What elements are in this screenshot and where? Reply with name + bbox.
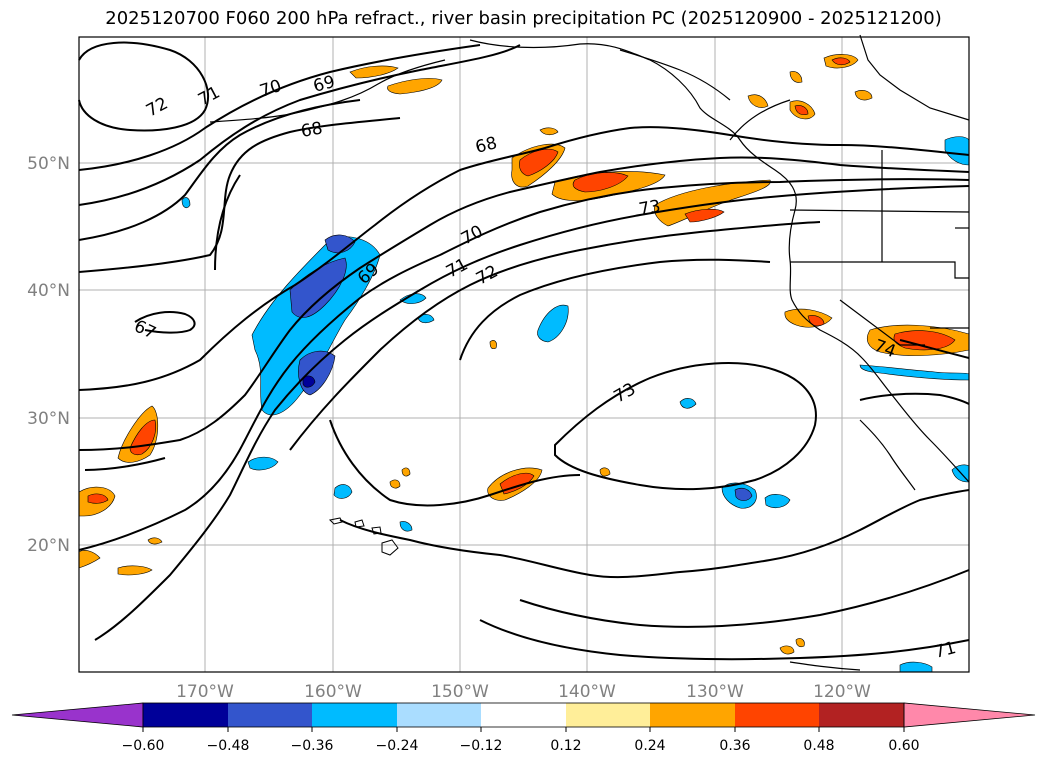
colorbar-tick-label: 0.36 bbox=[719, 738, 750, 754]
colorbar-segment bbox=[819, 703, 904, 727]
colorbar-tick-label: −0.60 bbox=[122, 738, 165, 754]
lon-label-140w: 140°W bbox=[558, 682, 616, 702]
colorbar-tick-label: −0.48 bbox=[207, 738, 250, 754]
colorbar-segment bbox=[397, 703, 481, 727]
coastlines bbox=[209, 34, 970, 671]
refractivity-contours bbox=[78, 41, 970, 661]
colorbar-tick-label: 0.48 bbox=[803, 738, 834, 754]
map-title: 2025120700 F060 200 hPa refract., river … bbox=[105, 8, 942, 29]
map-panel: 72 71 70 69 68 68 70 71 72 69 73 67 73 7… bbox=[78, 34, 970, 673]
colorbar-segment bbox=[228, 703, 312, 727]
colorbar-arrow-left bbox=[11, 702, 144, 728]
colorbar-tick-label: 0.60 bbox=[888, 738, 919, 754]
lat-label-50n: 50°N bbox=[27, 154, 70, 174]
lon-label-160w: 160°W bbox=[304, 682, 362, 702]
colorbar-arrow-right bbox=[903, 702, 1036, 728]
map-frame bbox=[78, 36, 970, 673]
colorbar-frame bbox=[142, 702, 905, 728]
colorbar-tick-label: 0.12 bbox=[550, 738, 581, 754]
colorbar-ticks bbox=[142, 727, 905, 732]
longitude-labels: 170°W 160°W 150°W 140°W 130°W 120°W bbox=[176, 682, 871, 702]
precip-negative-areas bbox=[181, 136, 970, 673]
colorbar-segment bbox=[650, 703, 735, 727]
colorbar-segment bbox=[566, 703, 650, 727]
lon-label-170w: 170°W bbox=[176, 682, 234, 702]
colorbar-segment bbox=[481, 703, 566, 727]
contour-label: 73 bbox=[637, 196, 662, 219]
colorbar-tick-label: −0.36 bbox=[291, 738, 334, 754]
latitude-labels: 50°N 40°N 30°N 20°N bbox=[27, 154, 70, 556]
lat-label-30n: 30°N bbox=[27, 409, 70, 429]
colorbar-tick-label: −0.12 bbox=[460, 738, 503, 754]
contour-label: 68 bbox=[299, 118, 324, 141]
colorbar-segment bbox=[143, 703, 228, 727]
colorbar-segment bbox=[735, 703, 819, 727]
lon-label-150w: 150°W bbox=[431, 682, 489, 702]
colorbar-segment bbox=[312, 703, 397, 727]
colorbar-tick-label: 0.24 bbox=[634, 738, 665, 754]
lat-label-20n: 20°N bbox=[27, 536, 70, 556]
colorbar-tick-label: −0.24 bbox=[376, 738, 419, 754]
lon-label-120w: 120°W bbox=[813, 682, 871, 702]
lon-label-130w: 130°W bbox=[686, 682, 744, 702]
lat-label-40n: 40°N bbox=[27, 281, 70, 301]
colorbar: −0.60 −0.48 −0.36 −0.24 −0.12 0.12 0.24 … bbox=[11, 702, 1036, 754]
